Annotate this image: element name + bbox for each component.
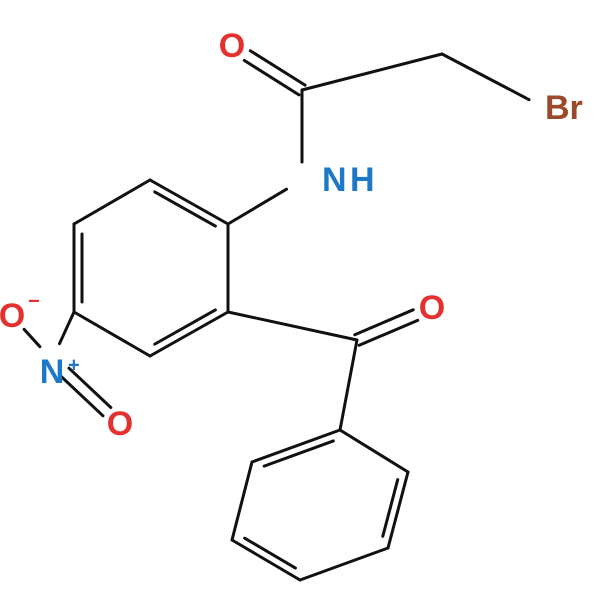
atom-label-o: O — [419, 289, 445, 327]
chemical-structure-diagram: OBrNHN+O−OO — [0, 0, 600, 593]
atom-label-o: O — [107, 405, 133, 443]
charge-label: + — [68, 354, 80, 376]
atom-label-n: N — [40, 353, 65, 391]
atom-label-o: O — [219, 27, 245, 65]
atom-label-n: N — [322, 161, 347, 199]
atom-label-br: Br — [545, 89, 583, 127]
charge-label: − — [28, 290, 40, 312]
atom-label-h: H — [350, 161, 375, 199]
atom-label-o: O — [0, 297, 25, 335]
